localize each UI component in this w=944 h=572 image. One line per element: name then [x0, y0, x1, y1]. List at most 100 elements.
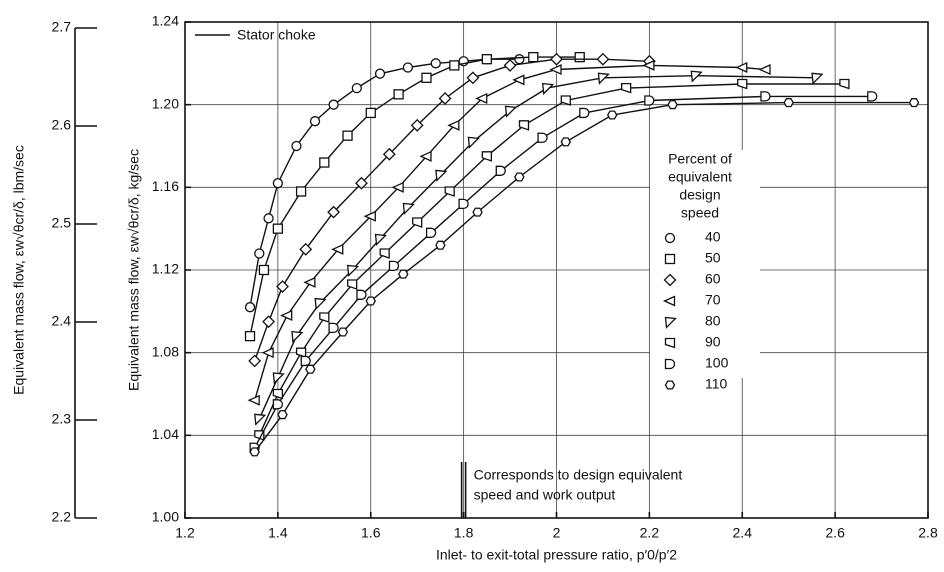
marker: [560, 137, 572, 147]
marker: [621, 82, 632, 94]
marker: [596, 52, 610, 66]
marker: [300, 355, 311, 367]
x-tick-label: 1.4: [268, 525, 288, 541]
y2-tick-label: 2.5: [52, 215, 72, 231]
marker: [309, 116, 321, 127]
marker: [328, 99, 339, 110]
x-tick-label: 1.8: [454, 525, 474, 541]
marker: [760, 91, 771, 102]
legend-label: 90: [705, 334, 721, 350]
x-tick-label: 2.4: [733, 525, 753, 541]
y-tick-label: 1.04: [152, 426, 179, 442]
marker: [263, 213, 274, 224]
marker: [328, 322, 339, 334]
marker: [258, 264, 270, 276]
x-axis-label: Inlet- to exit-total pressure ratio, p′0…: [436, 547, 677, 563]
marker: [549, 64, 562, 76]
marker: [664, 253, 676, 265]
legend-title: equivalent: [668, 169, 732, 185]
marker: [374, 68, 386, 79]
marker: [579, 107, 590, 119]
marker: [438, 92, 452, 105]
y2-tick-label: 2.4: [52, 313, 72, 329]
legend-title: Percent of: [668, 151, 732, 167]
marker: [435, 240, 446, 250]
y2-axis-label: Equivalent mass flow, εw√θcr/δ, lbm/sec: [11, 145, 27, 395]
marker: [425, 227, 437, 238]
marker: [295, 186, 307, 197]
marker: [276, 280, 289, 293]
x-tick-label: 2: [553, 525, 561, 541]
marker: [393, 89, 404, 100]
marker: [550, 52, 563, 66]
marker: [291, 140, 302, 152]
marker: [644, 95, 655, 106]
marker: [291, 330, 304, 344]
legend-label: 110: [705, 376, 728, 392]
y-axis-label: Equivalent mass flow, εw√θcr/δ, kg/sec: [126, 149, 142, 391]
marker: [410, 118, 424, 132]
legend-title: design: [679, 187, 720, 203]
marker: [272, 178, 284, 189]
marker: [363, 210, 376, 222]
marker: [337, 327, 349, 337]
marker: [606, 110, 618, 120]
marker: [495, 165, 506, 176]
marker: [355, 176, 368, 190]
marker: [254, 413, 267, 426]
legend-title: speed: [681, 205, 719, 221]
marker: [664, 337, 676, 349]
marker: [467, 136, 480, 149]
marker: [664, 316, 677, 329]
marker: [398, 269, 409, 279]
x-tick-label: 2.8: [918, 525, 938, 541]
marker: [597, 72, 610, 85]
annotation: speed and work output: [474, 487, 616, 503]
marker: [430, 58, 441, 69]
plot-frame: [184, 21, 929, 519]
marker: [379, 248, 390, 259]
stator-choke-label: Stator choke: [237, 27, 316, 43]
legend-label: 60: [705, 271, 721, 287]
marker: [518, 120, 530, 131]
y-tick-label: 1.08: [152, 343, 179, 359]
marker: [663, 273, 677, 287]
marker: [514, 54, 525, 65]
marker: [254, 248, 265, 259]
marker: [449, 60, 460, 71]
marker: [314, 297, 327, 310]
marker: [537, 132, 548, 143]
series-line: [254, 101, 915, 453]
marker: [365, 296, 377, 306]
marker: [481, 54, 492, 65]
marker: [272, 372, 285, 385]
marker: [541, 82, 555, 96]
marker: [319, 157, 330, 168]
x-tick-label: 2.6: [825, 525, 845, 541]
series-line: [254, 95, 873, 449]
marker: [472, 207, 483, 217]
marker: [444, 186, 455, 197]
marker: [388, 260, 400, 272]
marker: [574, 51, 585, 63]
marker: [458, 198, 469, 210]
legend-label: 100: [705, 355, 729, 371]
marker: [247, 394, 260, 406]
marker: [514, 172, 525, 182]
marker: [319, 312, 330, 323]
marker: [272, 399, 284, 410]
marker: [249, 447, 260, 457]
y-tick-label: 1.20: [152, 95, 179, 111]
marker: [908, 98, 920, 108]
marker: [475, 92, 488, 104]
legend-label: 50: [705, 250, 721, 266]
x-tick-label: 1.6: [361, 525, 381, 541]
legend-label: 70: [705, 292, 721, 308]
marker: [664, 380, 676, 390]
marker: [351, 82, 362, 94]
y2-tick-label: 2.3: [52, 411, 72, 427]
marker: [347, 279, 358, 290]
marker: [248, 354, 262, 368]
y-tick-label: 1.00: [152, 509, 179, 525]
